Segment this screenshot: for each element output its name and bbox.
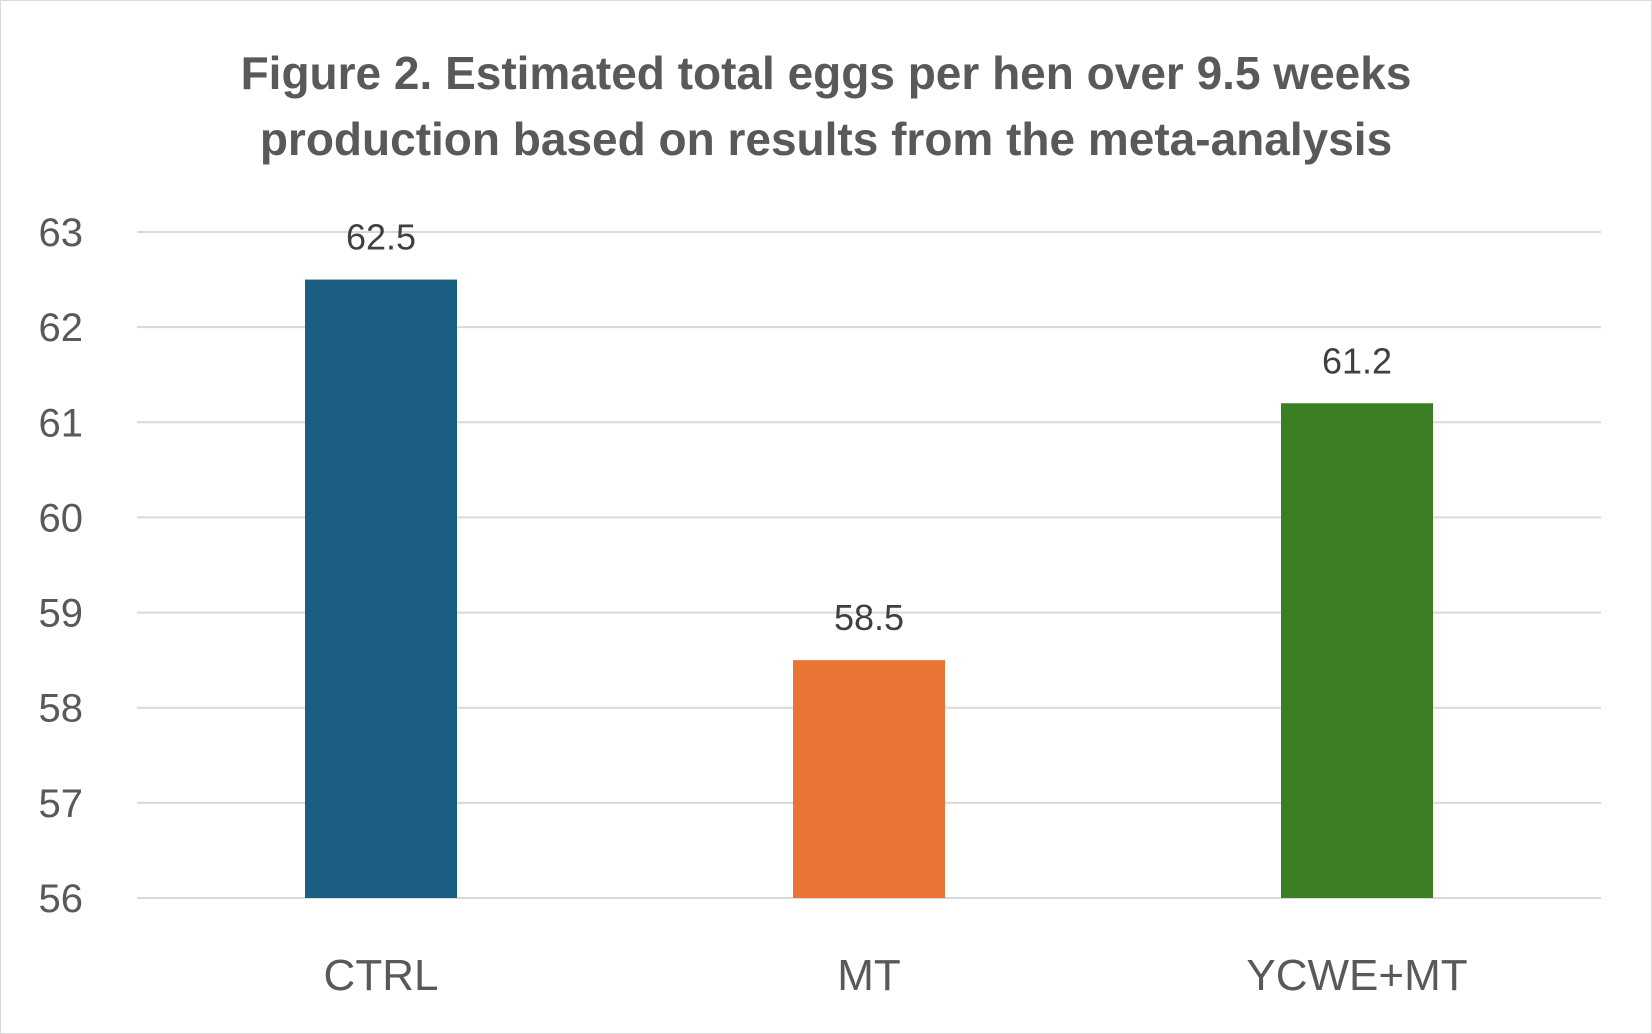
chart-title-line-1: Figure 2. Estimated total eggs per hen o… (240, 47, 1412, 99)
bar-mt (793, 660, 945, 898)
x-axis-categories: CTRL MT YCWE+MT (324, 951, 1468, 1000)
x-category-label: MT (837, 951, 901, 1000)
y-tick-label: 59 (39, 592, 84, 636)
chart-title: Figure 2. Estimated total eggs per hen o… (0, 40, 1652, 172)
x-category-label: CTRL (324, 951, 439, 1000)
y-axis-ticks: 56 57 58 59 60 61 62 63 (39, 211, 84, 921)
y-tick-label: 60 (39, 496, 84, 540)
bar-ycwe-mt (1281, 403, 1433, 898)
chart-title-line-2: production based on results from the met… (259, 113, 1393, 165)
data-label: 58.5 (834, 597, 904, 638)
data-label: 62.5 (346, 217, 416, 258)
y-tick-label: 61 (39, 401, 84, 445)
y-tick-label: 57 (39, 782, 84, 826)
data-label: 61.2 (1322, 340, 1392, 381)
y-tick-label: 62 (39, 306, 84, 350)
bars (305, 279, 1433, 899)
bar-ctrl (305, 279, 457, 899)
y-tick-label: 56 (39, 877, 84, 921)
data-labels: 62.5 58.5 61.2 (346, 217, 1392, 639)
y-tick-label: 58 (39, 687, 84, 731)
x-category-label: YCWE+MT (1246, 951, 1467, 1000)
y-tick-label: 63 (39, 211, 84, 255)
